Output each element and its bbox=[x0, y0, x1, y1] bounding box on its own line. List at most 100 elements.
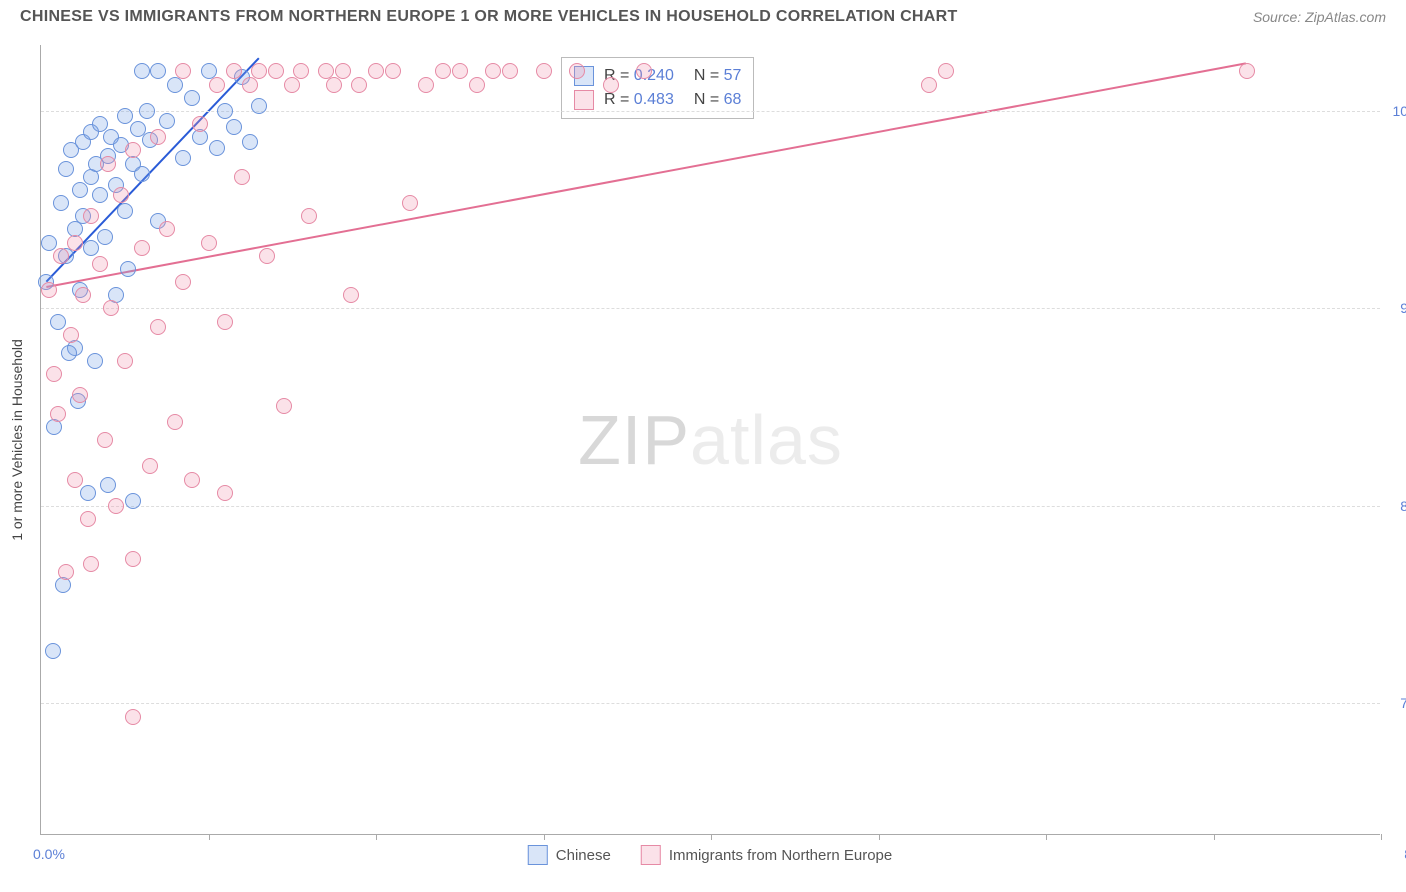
data-point bbox=[343, 287, 359, 303]
data-point bbox=[469, 77, 485, 93]
data-point bbox=[251, 63, 267, 79]
chart-title: CHINESE VS IMMIGRANTS FROM NORTHERN EURO… bbox=[20, 8, 958, 26]
data-point bbox=[569, 63, 585, 79]
data-point bbox=[108, 498, 124, 514]
data-point bbox=[41, 282, 57, 298]
data-point bbox=[58, 161, 74, 177]
data-point bbox=[125, 493, 141, 509]
y-tick-label: 92.5% bbox=[1385, 300, 1406, 316]
data-point bbox=[100, 477, 116, 493]
data-point bbox=[100, 156, 116, 172]
data-point bbox=[293, 63, 309, 79]
data-point bbox=[142, 458, 158, 474]
x-tick bbox=[1214, 834, 1215, 840]
data-point bbox=[83, 208, 99, 224]
data-point bbox=[87, 353, 103, 369]
y-tick-label: 100.0% bbox=[1385, 103, 1406, 119]
data-point bbox=[113, 187, 129, 203]
data-point bbox=[301, 208, 317, 224]
data-point bbox=[125, 551, 141, 567]
data-point bbox=[75, 287, 91, 303]
data-point bbox=[209, 77, 225, 93]
data-point bbox=[351, 77, 367, 93]
plot-area: ZIPatlas 1 or more Vehicles in Household… bbox=[40, 45, 1380, 835]
data-point bbox=[125, 709, 141, 725]
data-point bbox=[125, 142, 141, 158]
data-point bbox=[67, 472, 83, 488]
gridline bbox=[41, 506, 1380, 507]
data-point bbox=[276, 398, 292, 414]
correlation-chart: ZIPatlas 1 or more Vehicles in Household… bbox=[40, 45, 1380, 835]
data-point bbox=[92, 256, 108, 272]
data-point bbox=[46, 366, 62, 382]
data-point bbox=[536, 63, 552, 79]
data-point bbox=[117, 203, 133, 219]
data-point bbox=[150, 129, 166, 145]
data-point bbox=[175, 274, 191, 290]
stats-legend-row: R = 0.240N = 57 bbox=[574, 64, 741, 88]
data-point bbox=[41, 235, 57, 251]
x-tick bbox=[544, 834, 545, 840]
data-point bbox=[251, 98, 267, 114]
data-point bbox=[97, 229, 113, 245]
data-point bbox=[226, 119, 242, 135]
data-point bbox=[83, 556, 99, 572]
data-point bbox=[368, 63, 384, 79]
data-point bbox=[184, 90, 200, 106]
data-point bbox=[61, 345, 77, 361]
data-point bbox=[175, 150, 191, 166]
y-axis-title: 1 or more Vehicles in Household bbox=[9, 339, 25, 541]
watermark: ZIPatlas bbox=[578, 400, 843, 480]
data-point bbox=[603, 77, 619, 93]
data-point bbox=[80, 485, 96, 501]
gridline bbox=[41, 111, 1380, 112]
gridline bbox=[41, 703, 1380, 704]
data-point bbox=[63, 327, 79, 343]
data-point bbox=[217, 485, 233, 501]
data-point bbox=[72, 182, 88, 198]
gridline bbox=[41, 308, 1380, 309]
data-point bbox=[167, 414, 183, 430]
data-point bbox=[53, 248, 69, 264]
data-point bbox=[103, 300, 119, 316]
y-tick-label: 85.0% bbox=[1385, 498, 1406, 514]
data-point bbox=[58, 564, 74, 580]
data-point bbox=[117, 353, 133, 369]
data-point bbox=[335, 63, 351, 79]
trend-lines bbox=[41, 45, 1380, 834]
data-point bbox=[268, 63, 284, 79]
data-point bbox=[921, 77, 937, 93]
data-point bbox=[67, 235, 83, 251]
data-point bbox=[242, 134, 258, 150]
data-point bbox=[159, 113, 175, 129]
data-point bbox=[97, 432, 113, 448]
data-point bbox=[83, 240, 99, 256]
data-point bbox=[72, 387, 88, 403]
x-tick bbox=[209, 834, 210, 840]
data-point bbox=[485, 63, 501, 79]
data-point bbox=[226, 63, 242, 79]
data-point bbox=[1239, 63, 1255, 79]
data-point bbox=[938, 63, 954, 79]
data-point bbox=[139, 103, 155, 119]
x-tick bbox=[1381, 834, 1382, 840]
data-point bbox=[184, 472, 200, 488]
source-link[interactable]: ZipAtlas.com bbox=[1305, 9, 1386, 25]
source-attribution: Source: ZipAtlas.com bbox=[1253, 9, 1386, 25]
data-point bbox=[217, 103, 233, 119]
data-point bbox=[80, 511, 96, 527]
data-point bbox=[217, 314, 233, 330]
data-point bbox=[134, 166, 150, 182]
data-point bbox=[259, 248, 275, 264]
data-point bbox=[159, 221, 175, 237]
legend-item: Chinese bbox=[528, 845, 611, 865]
series-legend: ChineseImmigrants from Northern Europe bbox=[528, 845, 892, 865]
data-point bbox=[402, 195, 418, 211]
data-point bbox=[175, 63, 191, 79]
data-point bbox=[45, 643, 61, 659]
data-point bbox=[209, 140, 225, 156]
x-tick bbox=[879, 834, 880, 840]
data-point bbox=[192, 116, 208, 132]
data-point bbox=[117, 108, 133, 124]
data-point bbox=[201, 235, 217, 251]
